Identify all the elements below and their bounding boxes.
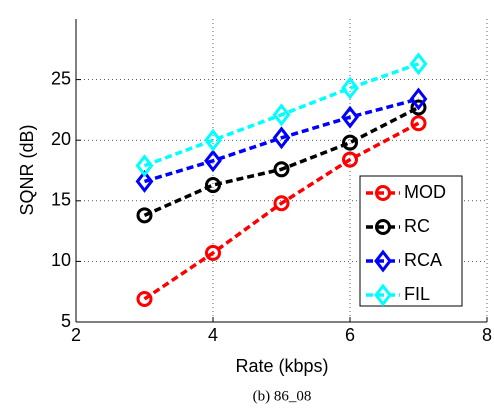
marker bbox=[410, 99, 427, 116]
series-line bbox=[143, 97, 419, 184]
marker bbox=[135, 154, 154, 178]
marker bbox=[205, 244, 221, 261]
legend-marker bbox=[374, 249, 392, 273]
series-line bbox=[143, 105, 420, 217]
y-tick-label: 10 bbox=[51, 250, 71, 270]
x-tick-label: 2 bbox=[71, 325, 81, 345]
marker bbox=[204, 149, 222, 173]
marker bbox=[409, 87, 428, 111]
marker bbox=[204, 128, 222, 152]
y-tick-label: 25 bbox=[51, 68, 71, 88]
marker bbox=[136, 207, 153, 224]
legend-marker bbox=[375, 219, 391, 235]
legend-label: RCA bbox=[404, 250, 442, 270]
marker bbox=[272, 126, 291, 150]
y-tick-label: 5 bbox=[61, 311, 71, 331]
caption: (b) 86_08 bbox=[253, 388, 312, 404]
legend-label: MOD bbox=[404, 182, 446, 202]
marker bbox=[273, 161, 290, 178]
x-axis-label: Rate (kbps) bbox=[235, 356, 328, 376]
marker bbox=[136, 290, 153, 307]
marker bbox=[135, 169, 154, 193]
x-tick-label: 4 bbox=[208, 325, 218, 345]
marker bbox=[272, 103, 291, 127]
series-line bbox=[143, 62, 420, 168]
marker bbox=[342, 151, 358, 168]
marker bbox=[341, 76, 359, 100]
marker bbox=[273, 195, 290, 212]
legend-label: RC bbox=[404, 216, 430, 236]
marker bbox=[410, 115, 427, 132]
legend-label: FIL bbox=[404, 284, 430, 304]
x-tick-label: 6 bbox=[345, 325, 355, 345]
legend-marker bbox=[374, 283, 392, 307]
marker bbox=[205, 177, 221, 194]
marker bbox=[342, 134, 358, 151]
y-tick-label: 20 bbox=[51, 129, 71, 149]
marker bbox=[409, 52, 428, 76]
y-tick-label: 15 bbox=[51, 190, 71, 210]
marker bbox=[341, 105, 359, 129]
legend-marker bbox=[375, 185, 391, 201]
y-axis-label: SQNR (dB) bbox=[17, 124, 37, 215]
x-tick-label: 8 bbox=[482, 325, 492, 345]
series-line bbox=[143, 121, 420, 301]
